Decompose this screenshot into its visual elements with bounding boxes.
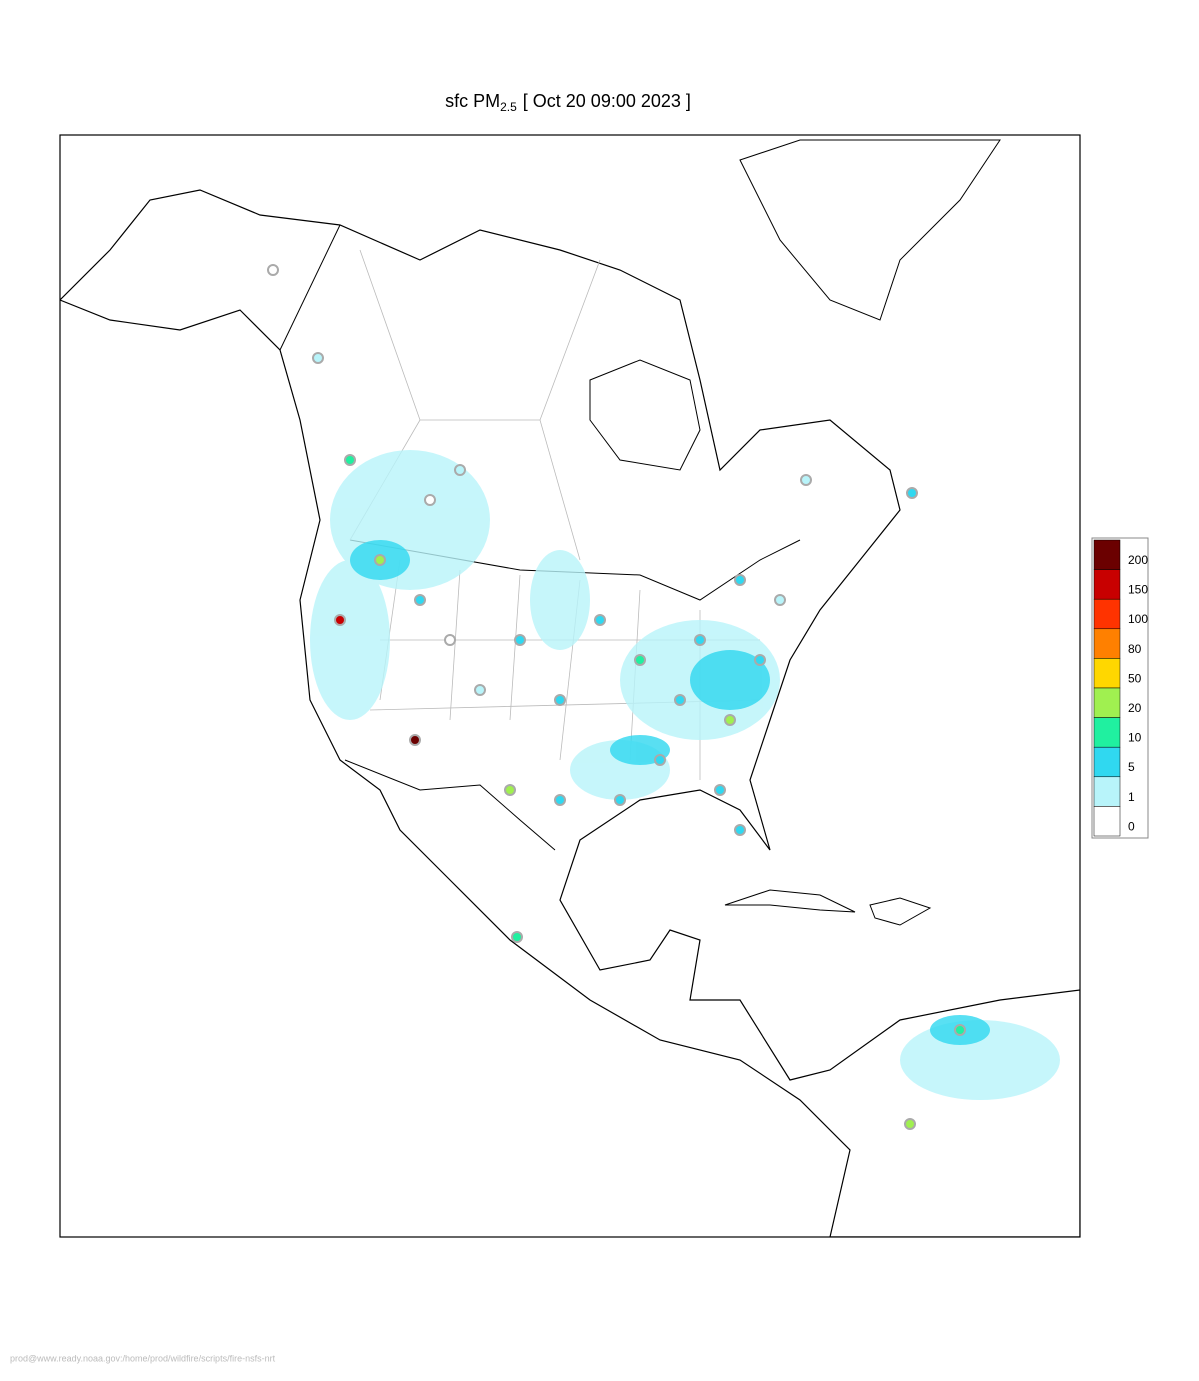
pm-field: [310, 450, 1060, 1100]
legend-swatch: [1093, 687, 1121, 718]
legend-label: 50: [1128, 671, 1142, 685]
hispaniola: [869, 897, 932, 926]
legend-label: 80: [1128, 642, 1142, 656]
us-mexico-border: [344, 759, 556, 851]
land: [60, 189, 1080, 1237]
us-canada-border: [349, 539, 801, 601]
title-prefix: sfc PM: [445, 91, 500, 111]
legend-swatch: [1093, 598, 1121, 630]
hudson-bay: [589, 359, 701, 471]
legend-frame: [1091, 537, 1149, 839]
alaska-border: [279, 224, 341, 351]
legend-label: 20: [1128, 701, 1142, 715]
legend-swatch: [1093, 658, 1121, 689]
legend-label: 200: [1128, 553, 1148, 567]
footer: prod@www.ready.noaa.gov:/home/prod/wildf…: [10, 1353, 276, 1363]
legend-swatch: [1093, 806, 1121, 837]
legend-swatch: [1093, 717, 1121, 748]
legend-label: 100: [1128, 612, 1148, 626]
title-subscript: 2.5: [500, 100, 517, 114]
station-dots: [267, 264, 966, 1130]
map-frame: [59, 134, 1081, 1238]
legend-swatch: [1093, 539, 1121, 570]
legend-label: 10: [1128, 731, 1142, 745]
map-title: sfc PM2.5 [ Oct 20 09:00 2023 ]: [445, 91, 691, 114]
greenland: [739, 139, 1001, 321]
legend-label: 1: [1128, 790, 1135, 804]
legend-swatch: [1093, 746, 1121, 778]
title-suffix: [ Oct 20 09:00 2023 ]: [523, 91, 691, 111]
legend-swatch: [1093, 776, 1121, 807]
map: [59, 134, 1081, 1238]
legend-label: 5: [1128, 760, 1135, 774]
legend-swatch: [1093, 569, 1121, 600]
legend-label: 150: [1128, 583, 1148, 597]
cuba: [724, 889, 856, 913]
legend-label: 0: [1128, 819, 1135, 833]
legend-swatch: [1093, 628, 1121, 659]
